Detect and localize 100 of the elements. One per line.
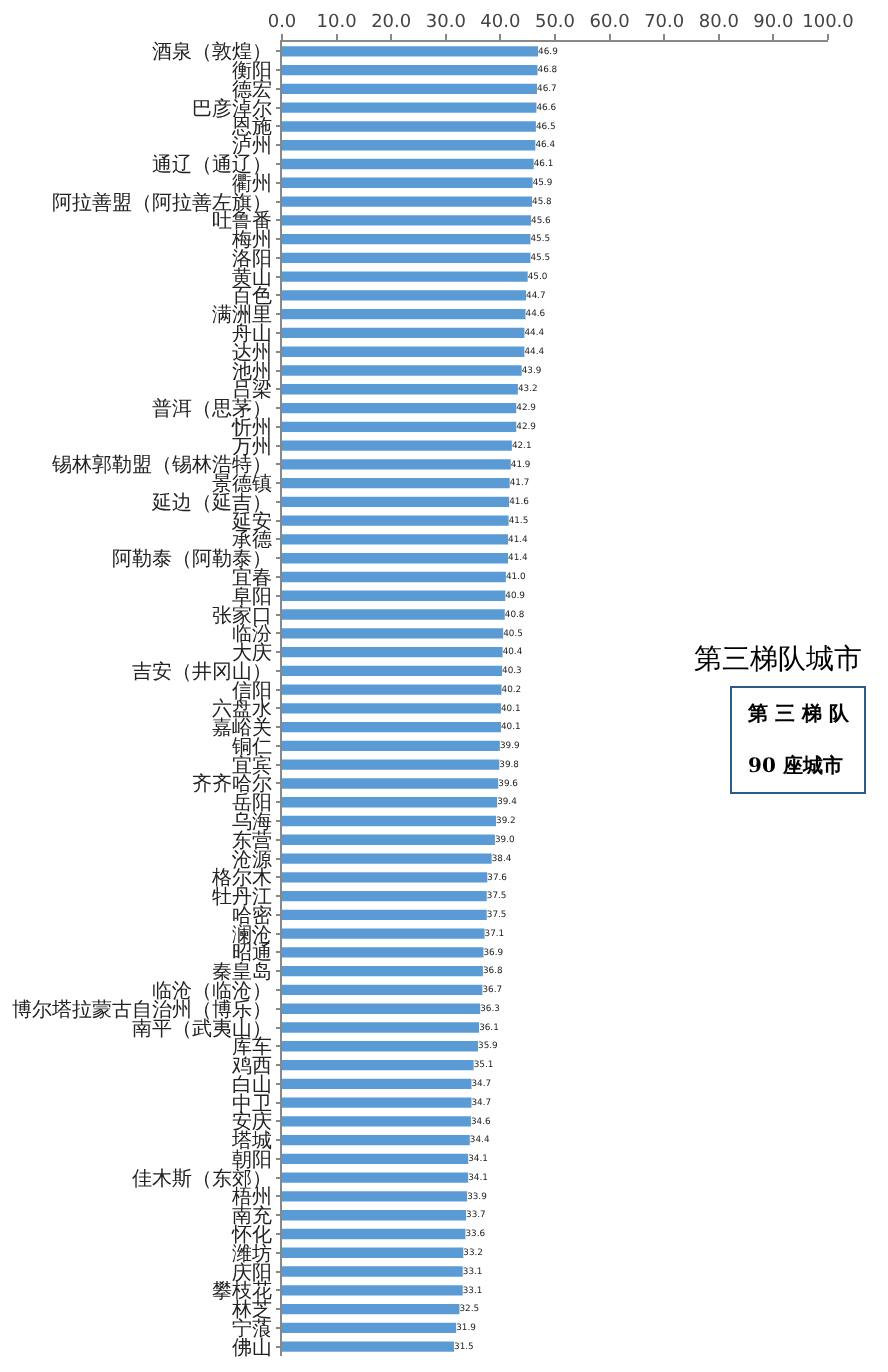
annotation: 90 座城市 — [748, 754, 843, 778]
bar — [282, 496, 510, 508]
bar — [282, 853, 492, 864]
y-tick-label: 潍坊 — [232, 1241, 272, 1266]
y-tick-label: 庆阳 — [232, 1260, 272, 1285]
bar — [282, 1022, 480, 1033]
bar — [282, 46, 539, 57]
y-tick-label: 哈密 — [232, 903, 272, 928]
x-tick-label: 50.0 — [534, 12, 576, 33]
bar — [282, 1285, 463, 1296]
bar — [282, 196, 533, 207]
bar — [282, 778, 499, 789]
bar — [282, 1341, 454, 1352]
y-tick-label: 宁蒗 — [232, 1316, 272, 1341]
bar — [282, 309, 526, 320]
bar — [282, 1191, 468, 1202]
y-tick-label: 衢州 — [232, 171, 272, 196]
bar — [282, 233, 531, 245]
y-tick-label: 临沧（临沧） — [152, 978, 272, 1003]
y-tick-label: 沧源 — [232, 847, 272, 872]
bar — [282, 384, 518, 395]
bar — [282, 459, 511, 470]
bar — [282, 515, 509, 526]
bar — [282, 402, 517, 414]
x-tick-label: 40.0 — [480, 12, 521, 33]
y-tick-label: 舟山 — [232, 321, 272, 346]
bar — [282, 665, 503, 676]
bar — [282, 834, 495, 845]
bar — [282, 628, 504, 639]
bar — [282, 534, 509, 545]
bar — [282, 1266, 463, 1277]
bar — [282, 1322, 457, 1333]
y-tick-label: 怀化 — [230, 1222, 272, 1247]
bar — [282, 928, 485, 939]
x-tick-label: 0.0 — [267, 12, 297, 33]
y-tick-label: 宜春 — [232, 565, 272, 590]
y-tick-label: 信阳 — [232, 678, 272, 703]
y-tick-label: 忻州 — [230, 415, 272, 440]
y-tick-label: 张家口 — [212, 603, 272, 628]
bar — [282, 327, 525, 339]
bar — [282, 1134, 470, 1146]
x-tick-label: 10.0 — [316, 12, 358, 33]
bar — [282, 1172, 469, 1183]
bar — [282, 1116, 471, 1127]
bar — [282, 553, 509, 564]
y-tick-label: 朝阳 — [232, 1147, 272, 1172]
y-tick-label: 佛山 — [232, 1335, 272, 1360]
bar — [282, 571, 506, 583]
annotation: 第三梯队城市 — [694, 644, 862, 676]
bar — [282, 177, 533, 188]
x-tick-label: 90.0 — [753, 12, 794, 33]
bar — [282, 290, 527, 301]
bar — [282, 365, 522, 376]
y-tick-label: 黄山 — [232, 265, 272, 290]
bar — [282, 440, 512, 451]
bar — [282, 252, 531, 264]
x-tick-label: 60.0 — [589, 12, 631, 33]
bar — [282, 102, 537, 113]
bar — [282, 947, 484, 958]
bar — [282, 1210, 466, 1221]
bar — [282, 1153, 469, 1165]
bar — [282, 271, 528, 282]
x-tick-label: 80.0 — [698, 12, 740, 33]
x-tick-label: 20.0 — [371, 12, 412, 33]
bar — [282, 609, 505, 620]
bar — [282, 158, 534, 170]
bar — [282, 215, 531, 226]
bar — [282, 909, 487, 921]
bar — [282, 1003, 481, 1014]
bar — [282, 590, 506, 601]
bar — [282, 890, 487, 902]
y-tick-label: 池州 — [232, 359, 272, 384]
bar — [282, 83, 537, 95]
bar — [282, 1097, 472, 1108]
bar — [282, 1247, 464, 1258]
bar — [282, 815, 497, 827]
bar — [282, 984, 483, 996]
bar — [282, 121, 536, 132]
y-tick-label: 东营 — [232, 828, 272, 853]
bar — [282, 1303, 460, 1315]
bar — [282, 140, 536, 151]
y-tick-label: 万州 — [232, 434, 272, 459]
x-tick-label: 70.0 — [644, 12, 685, 33]
bar — [282, 759, 500, 770]
bar — [282, 477, 510, 489]
bar — [282, 740, 500, 752]
bar — [282, 872, 488, 883]
bar — [282, 421, 517, 432]
bar — [282, 797, 498, 808]
bar — [282, 684, 502, 695]
y-tick-label: 澜沧 — [232, 922, 272, 947]
bar — [282, 1059, 474, 1071]
y-tick-label: 洛阳 — [232, 246, 272, 271]
bar — [282, 646, 503, 658]
bar — [282, 1228, 466, 1240]
bar — [282, 346, 525, 357]
x-tick-label: 100.0 — [802, 12, 855, 33]
y-tick-label: 铜仁 — [230, 736, 272, 759]
bar — [282, 65, 538, 76]
bar — [282, 703, 501, 714]
